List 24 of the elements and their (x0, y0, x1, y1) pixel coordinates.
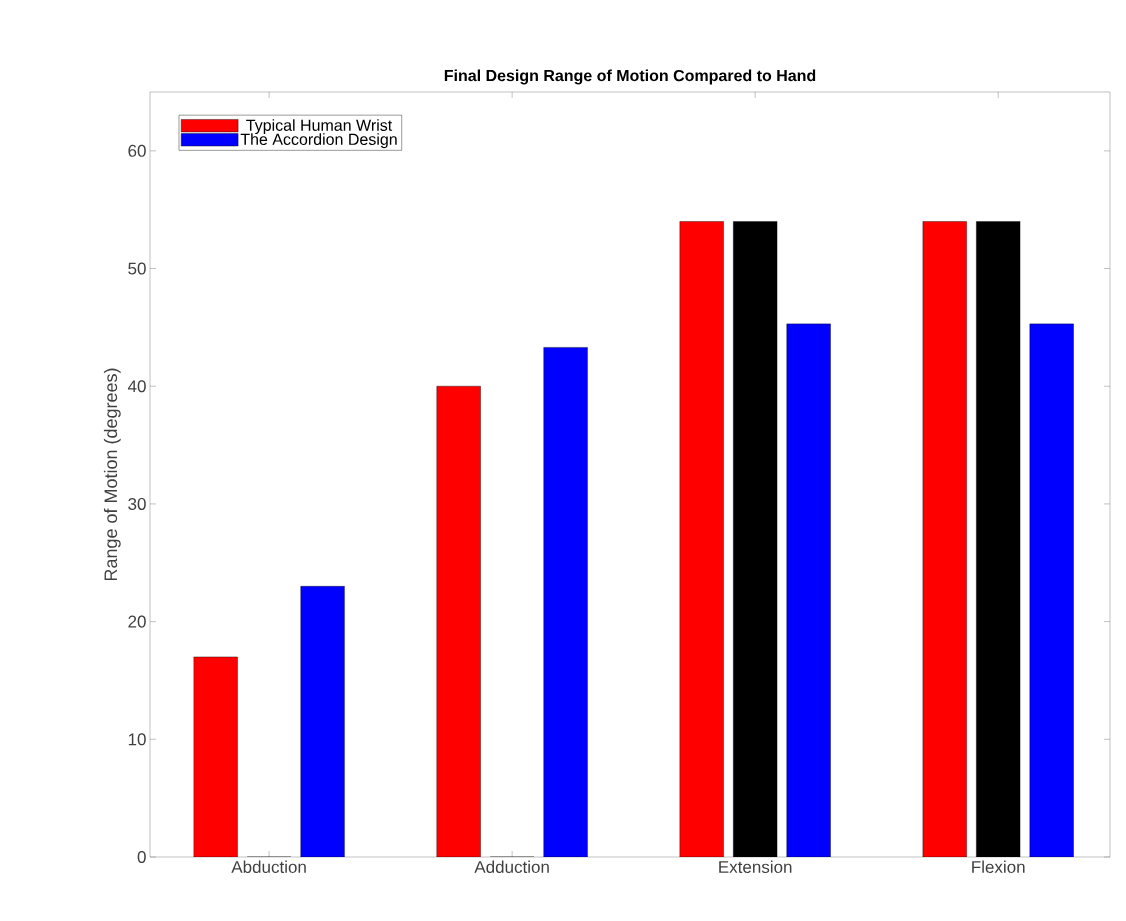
bar (922, 221, 967, 857)
y-tick-label: 20 (128, 615, 146, 628)
bar (679, 221, 724, 857)
x-tick-label: Abduction (231, 860, 306, 874)
bar (193, 656, 238, 857)
y-tick-label: 10 (128, 733, 146, 746)
chart-title: Final Design Range of Motion Compared to Hand (444, 69, 816, 85)
bar (543, 347, 588, 857)
bar (436, 386, 481, 857)
y-tick-label: 0 (137, 850, 146, 864)
bar (976, 221, 1021, 857)
bar (733, 221, 778, 857)
x-tick-label: Flexion (972, 860, 1025, 874)
y-tick-label: 60 (128, 144, 146, 157)
x-tick-label: Extension (719, 860, 792, 874)
bar (786, 323, 831, 857)
y-tick-label: 40 (127, 380, 146, 393)
bar (1029, 323, 1074, 857)
y-tick-label: 30 (128, 497, 146, 510)
x-tick-label: Adduction (474, 860, 549, 874)
legend-label: The Accordion Design (240, 133, 397, 149)
y-tick-label: 50 (128, 262, 146, 275)
bar (300, 586, 345, 857)
y-axis-title: Range of Motion (degrees) (103, 368, 121, 581)
